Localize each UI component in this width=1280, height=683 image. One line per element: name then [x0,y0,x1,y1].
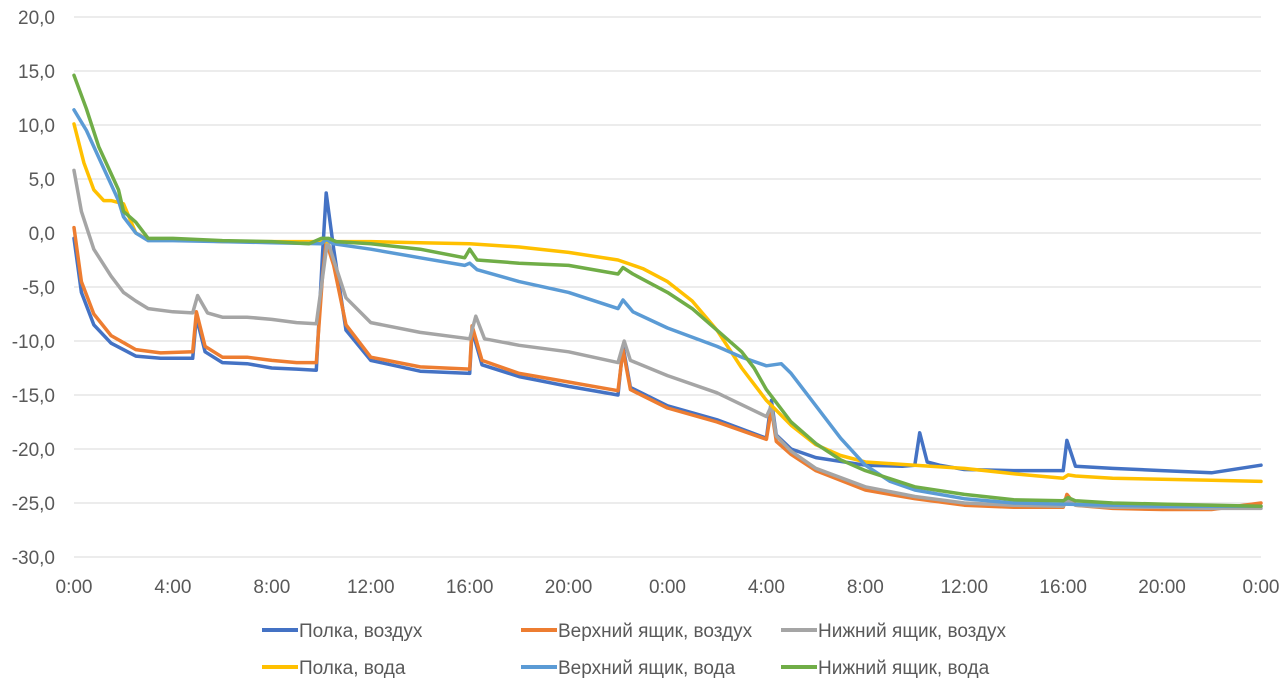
x-tick-label: 16:00 [446,577,494,598]
legend-item: Полка, вода [262,658,406,679]
y-axis-ticks: 20,0 15,0 10,0 5,0 0,0 -5,0 -10,0 -15,0 -20,0 -25… [12,8,55,569]
legend-label: Верхний ящик, вода [558,658,736,679]
series-line-3 [72,168,1263,511]
legend-item: Верхний ящик, вода [521,658,736,679]
x-tick-label: 20:00 [545,577,593,598]
x-axis-ticks: 0:00 4:00 8:00 12:00 16:00 20:00 0:00 4:00 8:00 1… [56,577,1280,598]
legend-item: Полка, воздух [262,621,423,642]
series-line-1 [72,191,1263,475]
series-lines [72,73,1263,512]
legend-label: Полка, воздух [299,621,423,642]
x-tick-label: 4:00 [154,577,191,598]
legend-label: Верхний ящик, воздух [558,621,753,642]
legend-item: Верхний ящик, воздух [521,621,753,642]
legend: Полка, воздух Верхний ящик, воздух Нижний … [262,621,1007,679]
x-tick-label: 16:00 [1039,577,1087,598]
y-tick-label: 10,0 [18,116,55,137]
y-tick-label: -25,0 [12,494,55,515]
y-tick-label: -30,0 [12,548,55,569]
x-tick-label: 20:00 [1138,577,1186,598]
x-tick-label: 0:00 [649,577,686,598]
y-tick-label: 5,0 [29,170,55,191]
x-tick-label: 8:00 [253,577,290,598]
x-tick-label: 12:00 [347,577,395,598]
y-tick-label: -5,0 [22,278,55,299]
x-tick-label: 0:00 [1243,577,1280,598]
y-tick-label: -10,0 [12,332,55,353]
legend-label: Нижний ящик, воздух [818,621,1007,642]
y-tick-label: -15,0 [12,386,55,407]
series-line-2 [72,225,1263,512]
x-tick-label: 8:00 [847,577,884,598]
legend-label: Полка, вода [299,658,406,679]
y-tick-label: -20,0 [12,440,55,461]
x-tick-label: 0:00 [56,577,93,598]
series-line-6 [72,73,1263,508]
y-tick-label: 15,0 [18,62,55,83]
series-line-5 [72,108,1263,508]
x-tick-label: 4:00 [748,577,785,598]
y-tick-label: 0,0 [29,224,55,245]
legend-label: Нижний ящик, вода [818,658,990,679]
x-tick-label: 12:00 [940,577,988,598]
legend-item: Нижний ящик, вода [781,658,990,679]
series-line-4 [72,122,1263,484]
legend-item: Нижний ящик, воздух [781,621,1007,642]
y-tick-label: 20,0 [18,8,55,29]
